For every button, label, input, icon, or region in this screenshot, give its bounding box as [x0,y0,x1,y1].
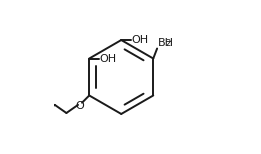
Text: BH: BH [158,38,174,48]
Text: OH: OH [132,35,149,45]
Text: OH: OH [100,54,117,63]
Text: O: O [75,101,84,111]
Text: 2: 2 [165,39,171,48]
